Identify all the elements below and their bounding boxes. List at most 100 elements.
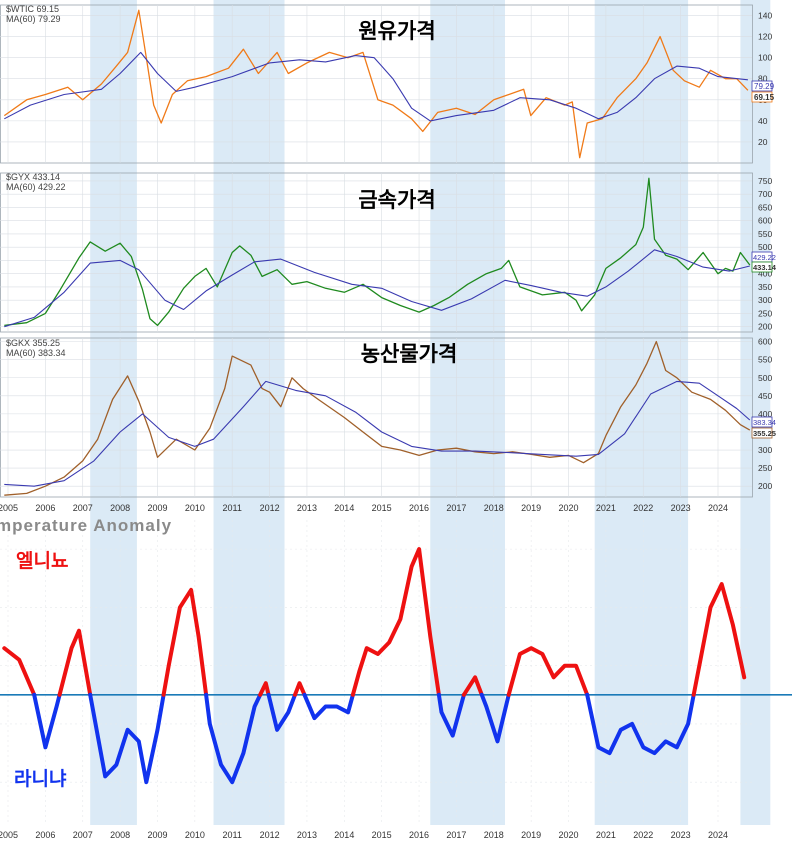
year-tick-label: 2014 (334, 830, 354, 840)
year-tick-label: 2023 (671, 503, 691, 513)
agri-chart-title: 농산물가격 (361, 342, 458, 366)
year-tick-label: 2008 (110, 830, 130, 840)
ma60-line (4, 380, 751, 487)
elnino-segment (258, 681, 271, 697)
elnino-label: 엘니뇨 (16, 550, 68, 572)
shaded-period-3 (594, 0, 689, 825)
y-tick-label: 500 (758, 373, 772, 383)
elnino-segment (350, 547, 441, 697)
agri-ma-tag-label: 383.34 (753, 418, 776, 427)
year-tick-label: 2006 (35, 830, 55, 840)
lanina-label: 라니냐 (14, 768, 67, 790)
shaded-periods (90, 0, 771, 825)
y-tick-label: 450 (758, 391, 772, 401)
agri-legend-price: $GKX 355.25 (6, 338, 60, 348)
y-tick-label: 400 (758, 269, 772, 279)
shaded-period-4 (740, 0, 771, 825)
year-tick-label: 2018 (484, 830, 504, 840)
lanina-segment (204, 692, 263, 785)
year-tick-label: 2006 (35, 503, 55, 513)
enso-grid (0, 520, 752, 823)
year-tick-label: 2011 (223, 503, 242, 513)
year-tick-label: 2005 (0, 503, 18, 513)
year-tick-label: 2005 (0, 830, 18, 840)
metal-legend-price: $GYX 433.14 (6, 172, 60, 182)
year-tick-label: 2021 (596, 503, 616, 513)
metal-price-panel: 200250300350400450500550600650700750 $GY… (0, 172, 777, 332)
y-tick-label: 120 (758, 32, 772, 42)
agri-grid (0, 338, 752, 497)
lanina-segment (436, 692, 466, 738)
elnino-segment (506, 646, 590, 697)
oil-price-tag-label: 69.15 (754, 93, 775, 102)
enso-panel: mperature Anomaly 엘니뇨 라니냐 (0, 516, 792, 823)
y-tick-label: 200 (758, 322, 772, 332)
enso-lines (0, 547, 792, 785)
year-tick-label: 2013 (297, 830, 317, 840)
metal-chart-title: 금속가격 (358, 188, 435, 212)
year-tick-label: 2010 (185, 830, 205, 840)
y-tick-label: 250 (758, 308, 772, 318)
oil-legend-ma: MA(60) 79.29 (6, 14, 61, 24)
elnino-segment (293, 681, 307, 697)
year-tick-label: 2012 (260, 830, 280, 840)
year-tick-label: 2020 (559, 503, 579, 513)
agri-lines (4, 340, 751, 496)
ma60-line (4, 249, 750, 328)
oil-grid (0, 5, 752, 163)
year-tick-label: 2016 (409, 830, 429, 840)
year-tick-label: 2022 (633, 503, 653, 513)
y-tick-label: 250 (758, 463, 772, 473)
lanina-segment (32, 692, 62, 750)
year-tick-label: 2009 (147, 830, 167, 840)
year-tick-label: 2010 (185, 503, 205, 513)
metal-grid (0, 173, 752, 332)
oil-chart-title: 원유가격 (358, 19, 435, 43)
shaded-period-1 (213, 0, 285, 825)
oil-legend-price: $WTIC 69.15 (6, 4, 59, 14)
oil-price-panel: 20406080100120140 $WTIC 69.15 MA(60) 79.… (0, 4, 775, 163)
year-tick-label: 2020 (559, 830, 579, 840)
year-tick-label: 2024 (708, 830, 728, 840)
y-tick-label: 140 (758, 11, 772, 21)
y-tick-label: 750 (758, 176, 772, 186)
lanina-segment (302, 692, 355, 721)
agri-legend-ma: MA(60) 383.34 (6, 348, 66, 358)
metal-price-tag (751, 261, 773, 273)
y-tick-label: 100 (758, 53, 772, 63)
y-tick-label: 550 (758, 229, 772, 239)
agri-price-tag (751, 427, 773, 439)
lanina-segment (88, 692, 166, 785)
agri-ma-tag (751, 416, 773, 428)
elnino-segment (57, 628, 93, 697)
elnino-segment (2, 646, 37, 697)
year-axis-bottom: 2005 2006 2007 2008 2009 2010 2011 2012 2013 2014… (0, 830, 728, 840)
y-tick-label: 350 (758, 282, 772, 292)
y-tick-label: 600 (758, 337, 772, 347)
year-tick-label: 2023 (671, 830, 691, 840)
lanina-segment (585, 692, 696, 756)
agri-price-tag-label: 355.25 (753, 429, 776, 438)
y-tick-label: 500 (758, 242, 772, 252)
year-tick-label: 2007 (73, 830, 93, 840)
year-axis-top: 2005 2006 2007 2008 2009 2010 2011 2012 2013 2014… (0, 503, 728, 513)
elnino-segment (691, 582, 747, 697)
price-line (4, 177, 751, 327)
y-tick-label: 400 (758, 409, 772, 419)
year-tick-label: 2011 (223, 830, 242, 840)
lanina-segment (266, 692, 297, 732)
year-tick-label: 2007 (73, 503, 93, 513)
metal-legend-ma: MA(60) 429.22 (6, 182, 66, 192)
y-tick-label: 40 (758, 116, 768, 126)
y-tick-label: 700 (758, 189, 772, 199)
ma60-line (4, 51, 748, 122)
year-tick-label: 2017 (446, 830, 466, 840)
y-tick-label: 650 (758, 202, 772, 212)
price-line (3, 9, 749, 159)
year-tick-label: 2019 (521, 503, 541, 513)
shaded-period-0 (90, 0, 137, 825)
enso-chart-title: mperature Anomaly (0, 516, 172, 535)
year-tick-label: 2014 (334, 503, 354, 513)
year-tick-label: 2016 (409, 503, 429, 513)
